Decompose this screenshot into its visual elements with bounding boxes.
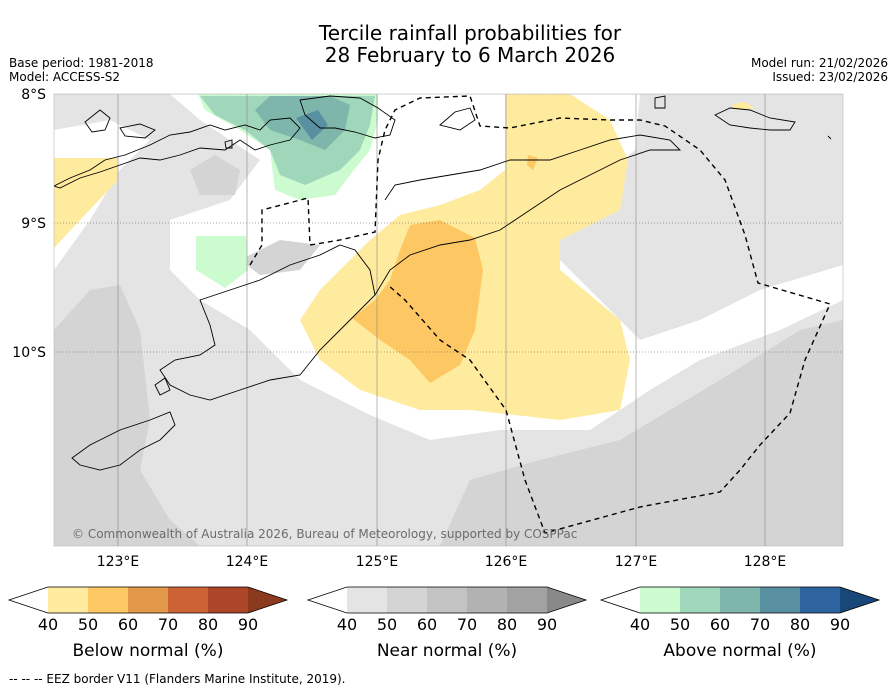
colorbar-below-outline <box>7 586 289 614</box>
colorbar-above-cell-5 <box>800 587 840 613</box>
lat-label-10s: 10°S <box>12 345 46 361</box>
near-tick-90: 90 <box>536 615 558 634</box>
above-tick-90: 90 <box>829 615 851 634</box>
colorbar-below-cell-1 <box>48 587 88 613</box>
lon-label-123e: 123°E <box>97 554 140 570</box>
coastline-rote-sabu <box>71 377 176 471</box>
near-normal-50-southeast <box>440 320 843 546</box>
near-tick-70: 70 <box>456 615 478 634</box>
colorbar-above-cell-3 <box>720 587 760 613</box>
lon-label-128e: 128°E <box>744 554 787 570</box>
below-normal-50-west <box>54 158 118 248</box>
lon-label-126e: 126°E <box>485 554 528 570</box>
near-normal-label: Near normal (%) <box>376 641 518 661</box>
below-normal-60-patch <box>527 155 538 170</box>
above-tick-40: 40 <box>629 615 651 634</box>
copyright-text: © Commonwealth of Australia 2026, Bureau… <box>72 527 577 541</box>
eez-footnote: -- -- -- EEZ border V11 (Flanders Marine… <box>9 672 346 686</box>
colorbar-near-cell-4 <box>467 587 507 613</box>
colorbar-above-cell-6 <box>840 587 879 613</box>
above-normal-80-region <box>296 110 328 140</box>
colorbar-near-cell-2 <box>387 587 427 613</box>
colorbar-near-cell-3 <box>427 587 467 613</box>
coastline-small-islands <box>84 109 233 149</box>
colorbar-near-cell-1 <box>347 587 387 613</box>
colorbar-below <box>7 586 289 614</box>
near-normal-50-central <box>190 155 240 195</box>
lat-label-9s: 9°S <box>21 216 46 232</box>
below-tick-50: 50 <box>77 615 99 634</box>
issued-date: Issued: 23/02/2026 <box>772 70 888 84</box>
near-normal-50-patch-south <box>600 490 700 546</box>
below-normal-label: Below normal (%) <box>72 641 224 661</box>
colorbar-near-outline <box>306 586 588 614</box>
near-normal-50-southwest <box>54 285 200 546</box>
colorbar-below-cell-6 <box>248 587 287 613</box>
colorbar-above-cell-2 <box>680 587 720 613</box>
coastline-timor-north <box>374 134 682 296</box>
above-normal-50-west <box>196 236 248 288</box>
above-tick-60: 60 <box>709 615 731 634</box>
above-tick-80: 80 <box>789 615 811 634</box>
coastline-alor <box>299 95 396 139</box>
colorbar-near-cell-6 <box>547 587 586 613</box>
near-tick-40: 40 <box>336 615 358 634</box>
model-run: Model run: 21/02/2026 <box>750 56 888 70</box>
lon-label-124e: 124°E <box>226 554 269 570</box>
colorbars <box>7 586 881 614</box>
colorbar-above-cell-4 <box>760 587 800 613</box>
colorbar-near-cell-5 <box>507 587 547 613</box>
near-tick-80: 80 <box>496 615 518 634</box>
colorbar-near-cell-0 <box>308 587 347 613</box>
below-tick-40: 40 <box>37 615 59 634</box>
colorbar-above-cell-0 <box>601 587 640 613</box>
coastline-babar <box>654 95 832 140</box>
coastline-flores <box>54 117 301 189</box>
near-tick-50: 50 <box>376 615 398 634</box>
colorbar-below-cell-5 <box>208 587 248 613</box>
above-normal-label: Above normal (%) <box>663 641 817 661</box>
colorbar-below-cell-0 <box>9 587 48 613</box>
coastline-wetar <box>439 107 476 131</box>
near-normal-50-patch <box>240 240 320 275</box>
colorbar-below-cell-3 <box>128 587 168 613</box>
map-frame <box>53 93 844 547</box>
colorbar-above-outline <box>599 586 881 614</box>
colorbar-below-cell-2 <box>88 587 128 613</box>
meta-left: Base period: 1981-2018 Model: ACCESS-S2 <box>9 56 154 84</box>
above-tick-50: 50 <box>669 615 691 634</box>
map-title-line1: Tercile rainfall probabilities for <box>318 21 622 45</box>
coastlines <box>54 95 832 471</box>
colorbar-below-cell-4 <box>168 587 208 613</box>
lon-label-127e: 127°E <box>615 554 658 570</box>
colorbar-above <box>599 586 881 614</box>
lon-label-125e: 125°E <box>356 554 399 570</box>
below-tick-80: 80 <box>197 615 219 634</box>
near-tick-60: 60 <box>416 615 438 634</box>
model-name: Model: ACCESS-S2 <box>9 70 121 84</box>
lat-gridlines <box>54 94 843 353</box>
lat-label-8s: 8°S <box>21 87 46 103</box>
probability-map: © Commonwealth of Australia 2026, Bureau… <box>12 87 844 570</box>
map-title-line2: 28 February to 6 March 2026 <box>324 43 616 67</box>
below-normal-50-east <box>732 102 755 110</box>
below-tick-90: 90 <box>237 615 259 634</box>
colorbar-near <box>306 586 588 614</box>
coastline-timor-south <box>159 244 376 401</box>
below-tick-70: 70 <box>157 615 179 634</box>
below-tick-60: 60 <box>117 615 139 634</box>
colorbar-above-cell-1 <box>640 587 680 613</box>
eez-border <box>249 95 831 534</box>
base-period: Base period: 1981-2018 <box>9 56 154 70</box>
above-tick-70: 70 <box>749 615 771 634</box>
below-normal-60-region <box>352 220 483 383</box>
meta-right: Model run: 21/02/2026 Issued: 23/02/2026 <box>751 56 888 84</box>
